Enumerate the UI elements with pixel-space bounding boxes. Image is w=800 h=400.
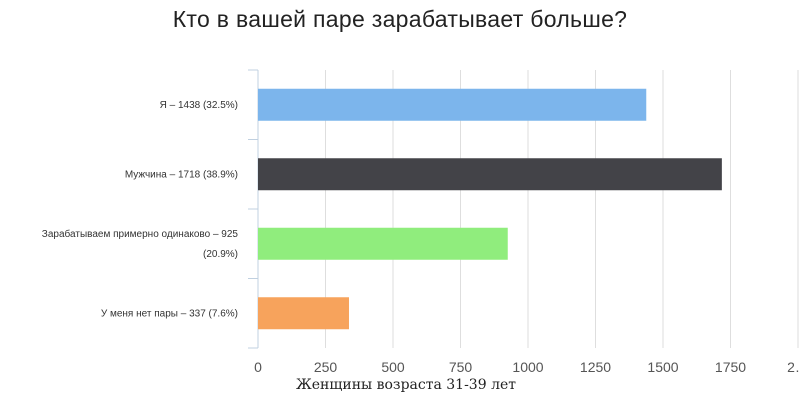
x-tick-label: 250 <box>314 359 338 375</box>
x-tick-label: 2… <box>787 359 800 375</box>
category-label: (20.9%) <box>203 249 238 260</box>
y-axis <box>248 69 259 349</box>
chart-caption: Женщины возраста 31-39 лет <box>296 377 516 393</box>
x-tick-label: 1750 <box>715 359 746 375</box>
category-labels: Я – 1438 (32.5%) Мужчина – 1718 (38.9%) За… <box>42 100 239 320</box>
category-label: Зарабатываем примерно одинаково – 925 <box>42 228 239 240</box>
category-label: Я – 1438 (32.5%) <box>160 100 238 111</box>
bar <box>258 297 349 330</box>
bars <box>258 88 722 330</box>
x-tick-label: 0 <box>254 359 262 375</box>
bar <box>258 158 722 191</box>
bar <box>258 227 508 260</box>
category-label: У меня нет пары – 337 (7.6%) <box>101 308 238 319</box>
category-label: Мужчина – 1718 (38.9%) <box>125 169 238 180</box>
x-tick-label: 750 <box>449 359 473 375</box>
chart-title: Кто в вашей паре зарабатывает больше? <box>172 6 628 32</box>
x-tick-label: 500 <box>381 359 405 375</box>
x-tick-label: 1000 <box>512 359 543 375</box>
x-tick-label: 1500 <box>647 359 678 375</box>
bar <box>258 88 647 121</box>
x-tick-label: 1250 <box>580 359 611 375</box>
x-tick-labels: 0 250 500 750 1000 1250 1500 1750 2… <box>254 359 800 375</box>
